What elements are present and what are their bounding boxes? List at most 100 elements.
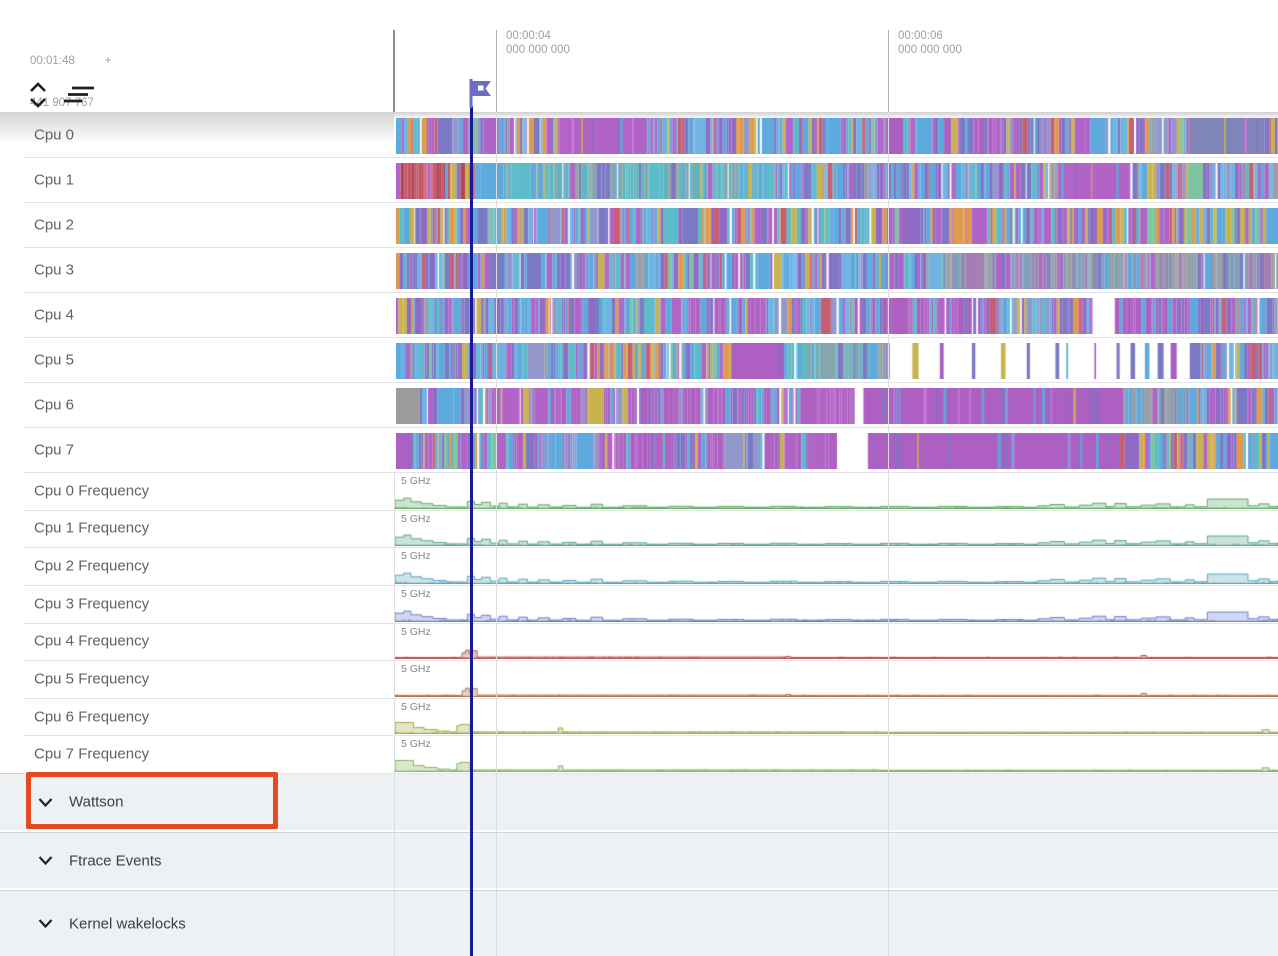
track-separator — [24, 697, 1278, 699]
ruler-tick-label: 00:00:04 000 000 000 — [506, 29, 570, 57]
track-canvas[interactable] — [396, 343, 1278, 379]
track-row-cpu-0[interactable]: Cpu 0 — [0, 112, 1278, 157]
track-separator — [24, 472, 1278, 473]
track-row-cpu-4-frequency[interactable]: Cpu 4 Frequency 5 GHz — [0, 623, 1278, 661]
ruler-time: 00:01:48 — [30, 55, 75, 67]
counter-canvas[interactable] — [395, 492, 1278, 509]
timeline-gridline — [888, 112, 889, 956]
counter-canvas[interactable] — [395, 605, 1278, 622]
chevron-down-icon[interactable] — [38, 856, 53, 866]
track-separator — [24, 547, 1278, 549]
group-row-wattson[interactable]: Wattson — [0, 773, 1278, 832]
counter-canvas[interactable] — [395, 680, 1278, 697]
counter-max-label: 5 GHz — [401, 738, 431, 751]
track-row-cpu-0-frequency[interactable]: Cpu 0 Frequency 5 GHz — [0, 472, 1278, 510]
track-row-cpu-2[interactable]: Cpu 2 — [0, 202, 1278, 247]
counter-canvas[interactable] — [395, 643, 1278, 660]
track-label: Cpu 3 — [34, 261, 75, 278]
track-canvas[interactable] — [396, 388, 1278, 424]
track-canvas[interactable] — [396, 298, 1278, 334]
track-label: Cpu 3 Frequency — [34, 595, 150, 613]
track-label: Cpu 1 — [34, 171, 75, 188]
ruler-bottom-shade — [394, 112, 1278, 119]
track-separator — [24, 622, 1278, 624]
tick-time: 00:00:04 — [506, 30, 551, 42]
counter-max-label: 5 GHz — [401, 587, 431, 600]
tick-time: 00:00:06 — [898, 30, 943, 42]
track-row-cpu-6[interactable]: Cpu 6 — [0, 382, 1278, 427]
track-label: Cpu 6 Frequency — [34, 708, 150, 726]
track-canvas[interactable] — [396, 163, 1278, 199]
track-panel-actions — [28, 82, 96, 108]
group-label: Ftrace Events — [69, 852, 162, 869]
group-row-header: Ftrace Events — [38, 852, 162, 869]
expand-collapse-tracks-icon[interactable] — [28, 82, 48, 108]
track-label: Cpu 0 — [34, 126, 75, 143]
track-label: Cpu 2 Frequency — [34, 557, 150, 575]
panel-boundary-line[interactable] — [393, 30, 395, 112]
counter-canvas[interactable] — [395, 530, 1278, 547]
sort-tracks-icon[interactable] — [62, 83, 96, 107]
counter-max-label: 5 GHz — [401, 475, 431, 487]
track-separator — [24, 735, 1278, 737]
panel-boundary-line-lower — [394, 472, 395, 956]
track-separator — [24, 509, 1278, 511]
track-separator — [24, 292, 1278, 293]
track-label: Cpu 4 — [34, 306, 75, 323]
group-row-ftrace-events[interactable]: Ftrace Events — [0, 832, 1278, 890]
track-row-cpu-6-frequency[interactable]: Cpu 6 Frequency 5 GHz — [0, 698, 1278, 736]
group-row-header: Kernel wakelocks — [38, 915, 186, 932]
track-label: Cpu 1 Frequency — [34, 519, 150, 537]
track-label: Cpu 2 — [34, 216, 75, 233]
timeline-marker-line[interactable] — [470, 106, 473, 956]
flag-icon[interactable] — [455, 76, 495, 110]
track-label: Cpu 7 — [34, 441, 75, 458]
track-row-cpu-1[interactable]: Cpu 1 — [0, 157, 1278, 202]
track-row-cpu-5-frequency[interactable]: Cpu 5 Frequency 5 GHz — [0, 660, 1278, 698]
track-separator — [24, 202, 1278, 203]
group-label: Wattson — [69, 793, 124, 811]
counter-max-label: 5 GHz — [401, 550, 431, 563]
ruler-plus-sign: + — [104, 55, 112, 67]
tick-subtime: 000 000 000 — [898, 44, 962, 56]
track-separator — [24, 660, 1278, 662]
track-row-cpu-7[interactable]: Cpu 7 — [0, 427, 1278, 472]
group-row-header: Wattson — [38, 794, 123, 811]
track-canvas[interactable] — [396, 433, 1278, 469]
track-separator — [24, 247, 1278, 248]
track-canvas[interactable] — [396, 253, 1278, 289]
chevron-down-icon[interactable] — [38, 797, 53, 807]
track-row-cpu-7-frequency[interactable]: Cpu 7 Frequency 5 GHz — [0, 735, 1278, 773]
chevron-down-icon[interactable] — [38, 919, 53, 929]
track-label: Cpu 0 Frequency — [34, 482, 150, 500]
track-row-cpu-5[interactable]: Cpu 5 — [0, 337, 1278, 382]
track-label: Cpu 5 — [34, 351, 75, 368]
track-row-cpu-4[interactable]: Cpu 4 — [0, 292, 1278, 337]
counter-canvas[interactable] — [395, 718, 1278, 735]
counter-max-label: 5 GHz — [401, 700, 431, 713]
counter-max-label: 5 GHz — [401, 663, 431, 676]
track-separator — [24, 584, 1278, 586]
timeline-gridline — [496, 112, 497, 956]
track-separator — [24, 157, 1278, 158]
ruler-tick-line — [888, 30, 889, 112]
track-separator — [24, 382, 1278, 383]
counter-canvas[interactable] — [395, 567, 1278, 584]
first-row-gradient — [0, 112, 394, 144]
track-canvas[interactable] — [396, 208, 1278, 244]
group-row-kernel-wakelocks[interactable]: Kernel wakelocks — [0, 890, 1278, 956]
track-label: Cpu 4 Frequency — [34, 632, 150, 650]
track-label: Cpu 7 Frequency — [34, 745, 150, 763]
track-canvas[interactable] — [396, 118, 1278, 154]
track-separator — [24, 427, 1278, 428]
track-row-cpu-3[interactable]: Cpu 3 — [0, 247, 1278, 292]
track-separator — [24, 773, 1278, 774]
ruler-tick-line — [496, 30, 497, 112]
counter-canvas[interactable] — [395, 756, 1278, 772]
counter-max-label: 5 GHz — [401, 625, 431, 638]
track-row-cpu-3-frequency[interactable]: Cpu 3 Frequency 5 GHz — [0, 585, 1278, 623]
track-row-cpu-2-frequency[interactable]: Cpu 2 Frequency 5 GHz — [0, 547, 1278, 585]
tick-subtime: 000 000 000 — [506, 44, 570, 56]
counter-max-label: 5 GHz — [401, 512, 431, 525]
track-row-cpu-1-frequency[interactable]: Cpu 1 Frequency 5 GHz — [0, 510, 1278, 548]
